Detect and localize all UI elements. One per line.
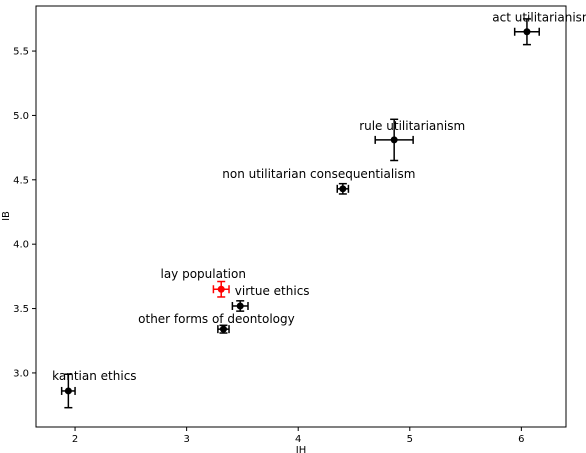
plot-frame bbox=[35, 5, 567, 428]
x-tick-label: 3 bbox=[183, 434, 189, 445]
y-tick-label: 3.0 bbox=[13, 368, 29, 379]
data-marks bbox=[60, 18, 540, 409]
y-tick-label: 5.5 bbox=[13, 47, 29, 58]
y-axis-label: IB bbox=[1, 211, 12, 221]
y-tick-label: 3.5 bbox=[13, 304, 29, 315]
data-point bbox=[336, 182, 350, 195]
point-marker bbox=[219, 325, 227, 333]
point-marker bbox=[236, 302, 244, 310]
x-tick-label: 6 bbox=[518, 434, 524, 445]
y-tick-label: 4.5 bbox=[13, 175, 29, 186]
point-label: kantian ethics bbox=[52, 369, 136, 383]
point-marker bbox=[217, 285, 225, 293]
x-tick-label: 5 bbox=[407, 434, 413, 445]
data-point bbox=[60, 373, 76, 409]
data-point bbox=[231, 300, 249, 312]
x-tick-label: 2 bbox=[72, 434, 78, 445]
point-label: lay population bbox=[160, 267, 245, 281]
point-marker bbox=[339, 185, 347, 193]
point-label: non utilitarian consequentialism bbox=[222, 167, 415, 181]
data-point bbox=[374, 118, 414, 162]
y-axis-ticks: 3.0 3.5 4.0 4.5 5.0 5.5 bbox=[13, 47, 36, 379]
data-point bbox=[212, 280, 230, 298]
point-marker bbox=[64, 387, 72, 395]
point-marker bbox=[390, 136, 398, 144]
point-marker bbox=[523, 28, 531, 36]
x-axis-ticks: 2 3 4 5 6 bbox=[72, 427, 525, 445]
point-label: act utilitarianism bbox=[492, 11, 586, 25]
data-point bbox=[217, 324, 230, 334]
point-label: other forms of deontology bbox=[138, 312, 295, 326]
y-tick-label: 4.0 bbox=[13, 240, 29, 251]
y-tick-label: 5.0 bbox=[13, 111, 29, 122]
x-tick-label: 4 bbox=[295, 434, 301, 445]
point-label: virtue ethics bbox=[235, 284, 310, 298]
point-label: rule utilitarianism bbox=[359, 119, 465, 133]
x-axis-label: IH bbox=[296, 445, 306, 453]
data-point bbox=[513, 18, 540, 46]
point-labels: act utilitarianism rule utilitarianism non… bbox=[52, 11, 586, 383]
